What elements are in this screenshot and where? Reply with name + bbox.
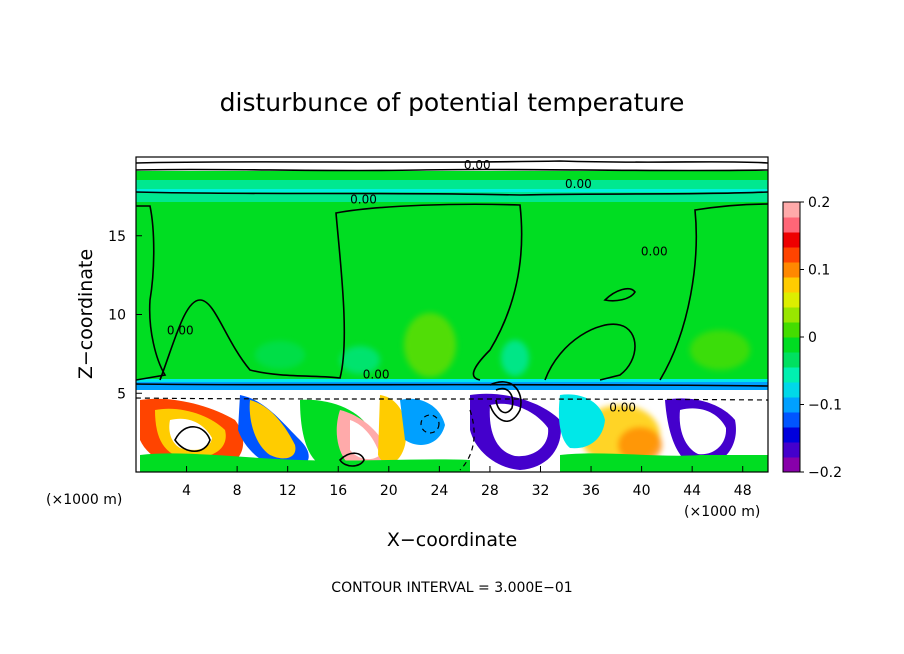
x-tick-label: 8 (233, 483, 242, 499)
x-tick-label: 4 (182, 483, 191, 499)
contour-label: 0.00 (167, 323, 194, 337)
contour-label: 0.00 (350, 193, 377, 207)
top-layer (136, 157, 768, 171)
colorbar-swatch (783, 352, 800, 368)
contour-labels: 0.00 0.00 0.00 0.00 0.00 0.00 0.00 (167, 158, 668, 415)
colorbar-swatch (783, 397, 800, 413)
colorbar-swatch (783, 382, 800, 398)
y-axis-ticks: 5 10 15 (108, 229, 142, 402)
x-tick-label: 36 (582, 483, 600, 499)
colorbar-swatch (783, 412, 800, 428)
x-unit-right: (×1000 m) (684, 504, 760, 520)
x-tick-label: 44 (683, 483, 701, 499)
colorbar-tick-label: −0.2 (808, 465, 842, 481)
contour-interval-note: CONTOUR INTERVAL = 3.000E−01 (331, 580, 572, 596)
x-axis-label: X−coordinate (387, 529, 517, 551)
colorbar-swatch (783, 427, 800, 443)
boundary-layer-patches (140, 393, 768, 472)
colorbar-tick-label: 0.2 (808, 195, 830, 211)
x-tick-label: 16 (329, 483, 347, 499)
contour-label: 0.00 (363, 367, 390, 381)
colorbar-swatch (783, 307, 800, 323)
x-tick-label: 32 (532, 483, 550, 499)
colorbar-swatch (783, 247, 800, 263)
x-tick-label: 40 (633, 483, 651, 499)
contour-label: 0.00 (565, 177, 592, 191)
inversion-edge (136, 379, 768, 382)
y-axis-label: Z−coordinate (75, 249, 97, 379)
colorbar-swatch (783, 337, 800, 353)
tropopause-line (136, 189, 768, 192)
colorbar-swatch (783, 457, 800, 473)
colorbar (783, 202, 800, 473)
x-axis-ticks: 4 8 12 16 20 24 28 32 36 40 44 48 (182, 466, 752, 499)
y-tick-label: 5 (117, 386, 126, 402)
dashed-contours (136, 397, 768, 471)
y-tick-label: 10 (108, 308, 126, 324)
plot-area (136, 157, 768, 472)
x-tick-label: 20 (380, 483, 398, 499)
contour-label: 0.00 (464, 158, 491, 172)
colorbar-swatch (783, 322, 800, 338)
colorbar-swatch (783, 442, 800, 458)
colorbar-tick-label: 0.1 (808, 263, 830, 279)
colorbar-swatch (783, 277, 800, 293)
colorbar-tick-label: −0.1 (808, 398, 842, 414)
colorbar-swatch (783, 232, 800, 248)
inversion-band (136, 382, 768, 390)
chart-title: disturbunce of potential temperature (220, 88, 685, 117)
y-tick-label: 15 (108, 229, 126, 245)
contour-label: 0.00 (609, 400, 636, 414)
colorbar-tick-label: 0 (808, 330, 817, 346)
contour-lines (136, 160, 768, 467)
x-tick-label: 48 (734, 483, 752, 499)
colorbar-swatch (783, 202, 800, 218)
x-tick-label: 28 (481, 483, 499, 499)
colorbar-swatch (783, 292, 800, 308)
colorbar-swatch (783, 262, 800, 278)
colorbar-swatch (783, 217, 800, 233)
x-tick-label: 24 (430, 483, 448, 499)
colorbar-swatch (783, 367, 800, 383)
colorbar-ticks: 0.2 0.1 0 −0.1 −0.2 (800, 195, 842, 481)
contour-label: 0.00 (641, 245, 668, 259)
x-unit-left: (×1000 m) (46, 492, 122, 508)
x-tick-label: 12 (279, 483, 297, 499)
